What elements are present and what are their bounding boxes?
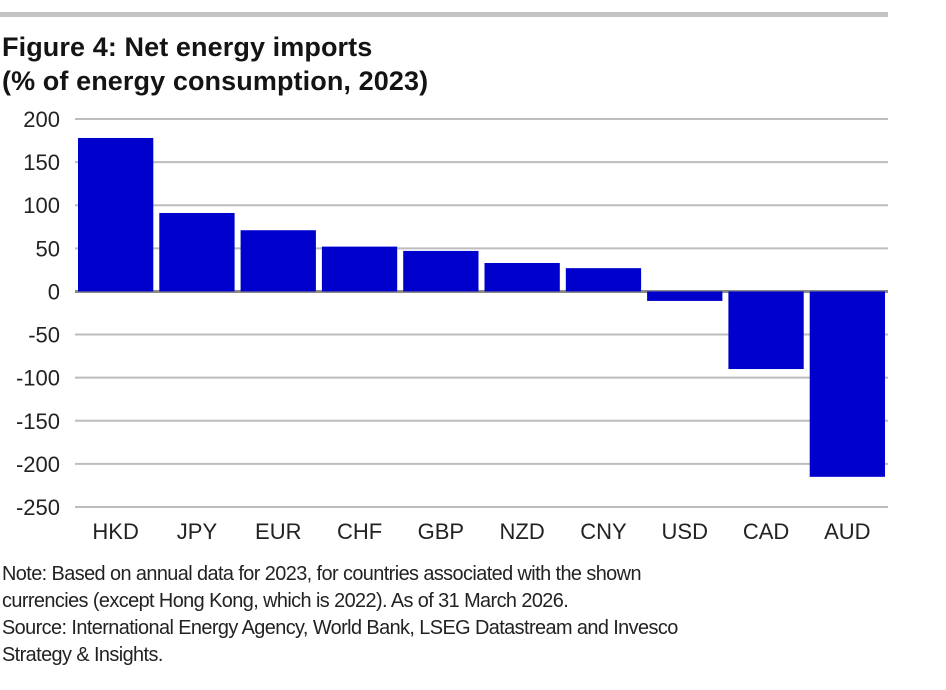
note-line-1: Note: Based on annual data for 2023, for… <box>2 562 642 585</box>
bar-chf <box>321 246 398 292</box>
bar-eur <box>240 230 316 292</box>
source-line-2: Strategy & Insights. <box>2 643 163 666</box>
bar-chart: 200 150 100 50 0 -50 -100 -150 -200 -250 HKD JPY EU… <box>16 107 888 544</box>
y-tick-label: 150 <box>23 150 60 175</box>
bar-cad <box>728 291 804 370</box>
bar-nzd <box>484 262 560 292</box>
source-line-1: Source: International Energy Agency, Wor… <box>2 616 678 639</box>
y-tick-label: 0 <box>48 279 60 304</box>
y-tick-label: -250 <box>16 495 60 520</box>
y-tick-label: 50 <box>36 236 60 261</box>
x-tick-label: JPY <box>177 519 218 544</box>
y-tick-label: -50 <box>28 323 60 348</box>
x-tick-label: GBP <box>418 519 464 544</box>
title-line-1: Figure 4: Net energy imports <box>2 32 373 62</box>
bar-aud <box>809 291 885 477</box>
y-tick-label: -100 <box>16 366 60 391</box>
title-line-2: (% of energy consumption, 2023) <box>2 66 429 96</box>
y-tick-label: 100 <box>23 193 60 218</box>
y-tick-label: -150 <box>16 409 60 434</box>
x-tick-label: HKD <box>92 519 138 544</box>
bar-cny <box>565 268 642 292</box>
x-tick-label: AUD <box>824 519 870 544</box>
x-tick-label: CNY <box>580 519 627 544</box>
y-axis-ticks: 200 150 100 50 0 -50 -100 -150 -200 -250 <box>16 107 60 520</box>
x-tick-label: EUR <box>255 519 301 544</box>
y-tick-label: 200 <box>23 107 60 132</box>
x-tick-label: CAD <box>743 519 789 544</box>
bar-jpy <box>159 212 235 292</box>
x-tick-label: CHF <box>337 519 382 544</box>
bars <box>78 137 885 477</box>
note-line-2: currencies (except Hong Kong, which is 2… <box>2 589 569 612</box>
figure-title: Figure 4: Net energy imports (% of energ… <box>2 30 428 98</box>
x-tick-label: NZD <box>500 519 545 544</box>
x-tick-label: USD <box>662 519 708 544</box>
x-axis-ticks: HKD JPY EUR CHF GBP NZD CNY USD CAD AUD <box>92 519 870 544</box>
chart-notes: Note: Based on annual data for 2023, for… <box>2 560 904 668</box>
gridlines <box>75 118 888 508</box>
top-rule <box>0 12 888 17</box>
y-tick-label: -200 <box>16 452 60 477</box>
bar-gbp <box>403 250 479 292</box>
bar-usd <box>647 291 723 301</box>
bar-hkd <box>78 137 154 292</box>
